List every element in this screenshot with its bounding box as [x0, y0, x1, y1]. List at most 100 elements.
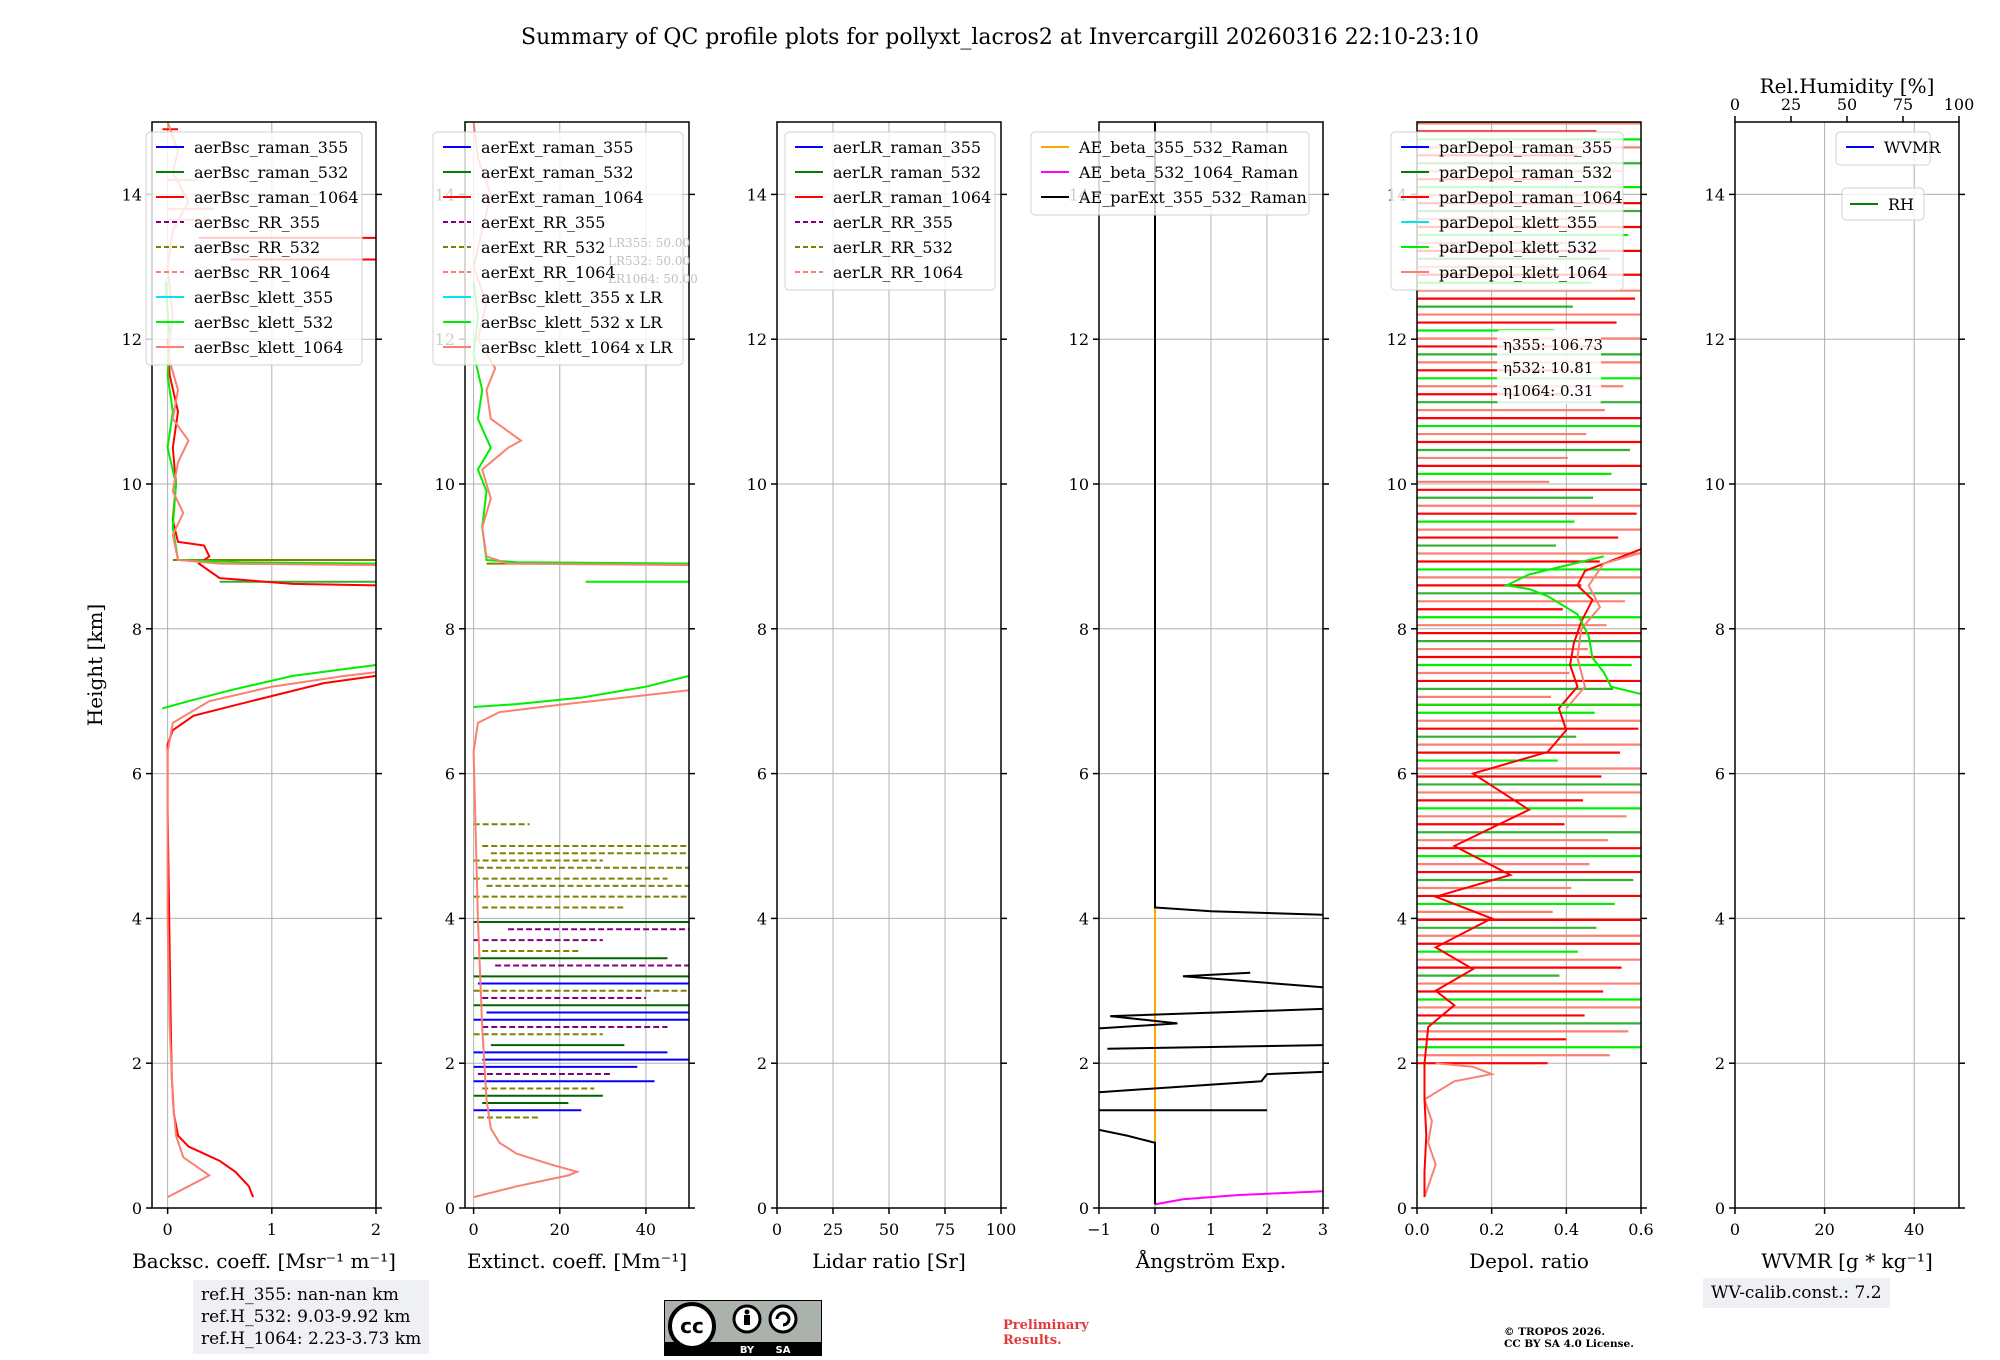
x-tick-label: 0.0	[1404, 1220, 1429, 1239]
eta-box	[1497, 330, 1601, 404]
legend-entry: aerLR_raman_355	[833, 138, 981, 157]
x-tick-label: 2	[371, 1220, 381, 1239]
x-tick-label: 0.2	[1479, 1220, 1504, 1239]
top-x-axis-label: Rel.Humidity [%]	[1760, 74, 1935, 98]
y-tick-label: 6	[757, 765, 767, 784]
top-x-tick-label: 50	[1837, 95, 1857, 114]
legend-entry: aerBsc_klett_532 x LR	[481, 313, 663, 332]
y-tick-label: 8	[445, 620, 455, 639]
cc-sa-label: SA	[776, 1345, 791, 1356]
legend-entry: aerBsc_RR_532	[194, 238, 320, 257]
x-tick-label: 1	[267, 1220, 277, 1239]
x-axis-label: Depol. ratio	[1469, 1249, 1589, 1273]
y-tick-label: 6	[1079, 765, 1089, 784]
y-tick-label: 10	[747, 475, 767, 494]
legend-ae: AE_beta_355_532_Raman AE_beta_532_1064_Ra…	[1030, 131, 1310, 216]
legend-bsc: aerBsc_raman_355 aerBsc_raman_532 aerBsc_r…	[145, 131, 363, 366]
axes-frame	[1416, 121, 1642, 1209]
legend-entry: AE_beta_532_1064_Raman	[1078, 163, 1298, 182]
x-tick-label: 50	[879, 1220, 899, 1239]
x-tick-label: 0	[1730, 1220, 1740, 1239]
y-tick-label: 12	[1705, 330, 1725, 349]
panel-lr: 0 2 4 6 8 10 12 14 0 25 50 75 100 Lidar ratio [Sr] aer…	[747, 121, 1016, 1273]
x-axis-label: Lidar ratio [Sr]	[812, 1249, 966, 1273]
y-tick-label: 4	[1397, 909, 1407, 928]
lr-note: LR1064: 50.00	[608, 272, 698, 286]
legend-entry: aerExt_RR_1064	[481, 263, 616, 282]
y-tick-label: 10	[1069, 475, 1089, 494]
legend-entry: aerExt_raman_355	[481, 138, 634, 157]
legend-entry: AE_beta_355_532_Raman	[1078, 138, 1288, 157]
top-x-tick-label: 100	[1944, 95, 1975, 114]
y-tick-label: 2	[757, 1054, 767, 1073]
copyright-line-1: © TROPOS 2026.	[1504, 1326, 1606, 1338]
eta-note: η1064: 0.31	[1503, 382, 1593, 400]
y-tick-label: 10	[122, 475, 142, 494]
x-tick-label: 3	[1318, 1220, 1328, 1239]
preliminary-line-1: Preliminary	[1003, 1318, 1089, 1333]
y-tick-label: 6	[132, 765, 142, 784]
legend-entry: aerBsc_raman_1064	[194, 188, 359, 207]
legend-entry: aerBsc_klett_1064	[194, 338, 343, 357]
x-axis-label: Ångström Exp.	[1135, 1248, 1286, 1273]
series-AE_beta_532_1064_Raman	[1154, 1190, 1323, 1206]
top-x-tick-label: 0	[1730, 95, 1740, 114]
legend-entry: aerBsc_raman_532	[194, 163, 348, 182]
preliminary-line-2: Results.	[1003, 1333, 1062, 1348]
y-tick-label: 2	[132, 1054, 142, 1073]
plot-area-ae	[1099, 122, 1323, 1206]
y-tick-label: 10	[435, 475, 455, 494]
y-tick-label: 4	[1715, 909, 1725, 928]
ref-height-532: ref.H_532: 9.03-9.92 km	[201, 1307, 411, 1327]
legend-entry: aerLR_RR_1064	[833, 263, 963, 282]
series-aerBsc_raman_1064	[166, 339, 376, 587]
lr-note: LR532: 50.00	[608, 254, 690, 268]
axes-frame	[464, 121, 690, 1209]
y-tick-label: 0	[1397, 1199, 1407, 1218]
legend-entry: RH	[1888, 195, 1914, 214]
x-axis-label: WVMR [g * kg⁻¹]	[1761, 1249, 1933, 1273]
series-AE_parExt_355_532_Raman	[1182, 971, 1323, 989]
y-tick-label: 10	[1387, 475, 1407, 494]
x-tick-label: 20	[550, 1220, 570, 1239]
y-tick-label: 12	[1069, 330, 1089, 349]
series-AE_parExt_355_532_Raman	[1099, 1128, 1156, 1205]
y-tick-label: 4	[1079, 909, 1089, 928]
y-tick-label: 2	[445, 1054, 455, 1073]
figure-title: Summary of QC profile plots for pollyxt_…	[521, 25, 1479, 50]
x-tick-label: 40	[1904, 1220, 1924, 1239]
x-tick-label: 0	[772, 1220, 782, 1239]
x-tick-label: 0	[469, 1220, 479, 1239]
y-tick-label: 12	[747, 330, 767, 349]
legend-wv: WVMR RH	[1835, 131, 1941, 221]
x-axis-label: Backsc. coeff. [Msr⁻¹ m⁻¹]	[132, 1249, 396, 1273]
y-tick-label: 8	[132, 620, 142, 639]
y-tick-label: 4	[445, 909, 455, 928]
x-tick-label: 40	[636, 1220, 656, 1239]
legend-entry: aerLR_raman_532	[833, 163, 981, 182]
ref-height-355: ref.H_355: nan-nan km	[201, 1285, 399, 1305]
legend-entry: parDepol_klett_355	[1439, 213, 1597, 232]
y-tick-label: 6	[445, 765, 455, 784]
legend-box	[1390, 131, 1624, 291]
ref-height-1064: ref.H_1064: 2.23-3.73 km	[201, 1329, 422, 1349]
x-tick-label: 0	[1150, 1220, 1160, 1239]
axes-frame	[1734, 121, 1960, 1209]
axes-frame	[151, 121, 377, 1209]
legend-entry: parDepol_raman_1064	[1439, 188, 1623, 207]
y-tick-label: 8	[757, 620, 767, 639]
legend-entry: aerExt_raman_1064	[481, 188, 644, 207]
y-tick-label: 8	[1397, 620, 1407, 639]
series-AE_parExt_355_532_Raman	[1099, 1007, 1323, 1030]
x-tick-label: 25	[823, 1220, 843, 1239]
copyright-line-2: CC BY SA 4.0 License.	[1504, 1338, 1634, 1350]
preliminary-note: Preliminary Results.	[1003, 1318, 1089, 1348]
y-tick-label: 0	[757, 1199, 767, 1218]
legend-entry: aerExt_RR_532	[481, 238, 605, 257]
legend-entry: aerLR_RR_355	[833, 213, 953, 232]
series-AE_parExt_355_532_Raman	[1099, 1070, 1323, 1094]
legend-entry: aerExt_raman_532	[481, 163, 634, 182]
